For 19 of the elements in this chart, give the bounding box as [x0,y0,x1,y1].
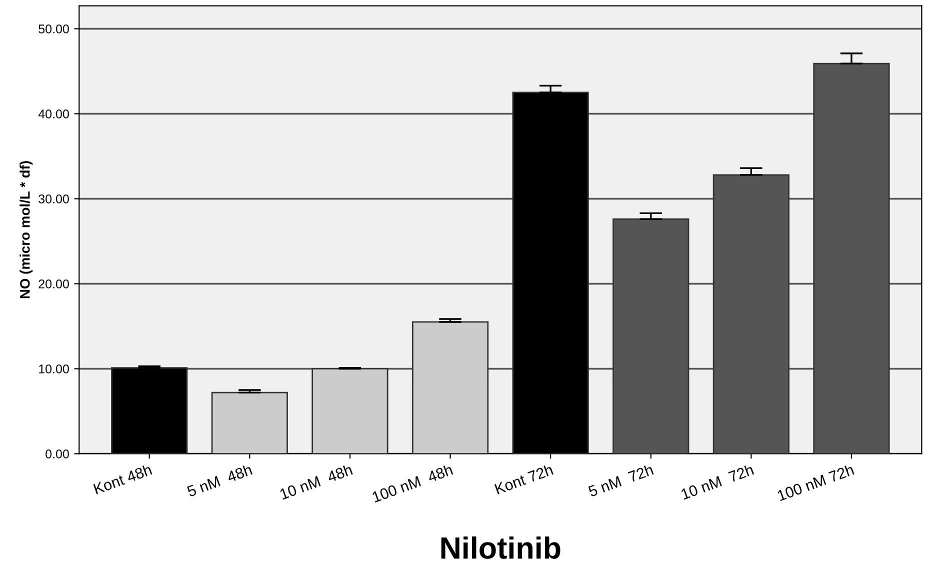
x-tick-label: 10 nM 48h [279,464,353,500]
y-tick-label: 30.00 [38,194,69,204]
y-tick-label: 10.00 [39,364,69,374]
y-tick-label: 20.00 [38,280,69,288]
y-axis-title: NO (micro mol/L * df) [20,161,33,298]
x-axis-title: Nilotinib [441,536,560,559]
x-tick-label: 5 nM 48h [186,464,253,498]
bar [211,392,288,454]
y-tick-label: 0.00 [46,450,69,458]
y-tick-label: 50.00 [38,24,69,34]
x-tick-label: 10 nM 72h [680,464,754,500]
x-tick-label: 5 nM 72h [588,464,654,498]
y-tick-label: 40.00 [38,110,69,118]
x-tick-label: 100 nM 48h [372,464,454,503]
x-tick-label: 100 nM 72h [776,464,854,502]
x-tick-label: Kont 72h [494,464,554,494]
bar [412,321,489,454]
bar [312,368,388,454]
x-tick-label: Kont 48h [93,464,152,494]
